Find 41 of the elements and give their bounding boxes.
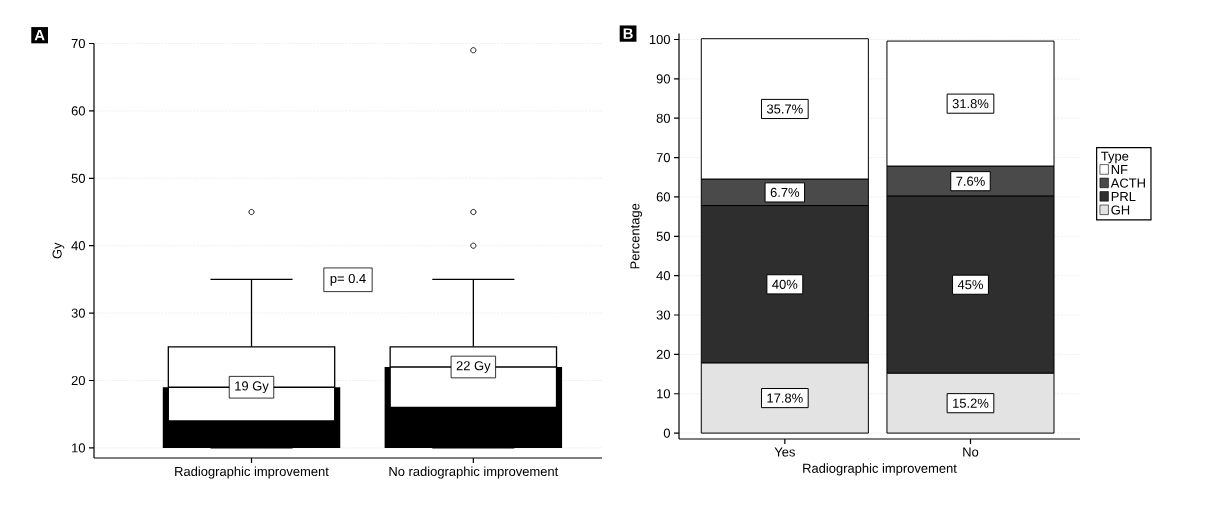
y-tick-label: 10 xyxy=(657,389,670,399)
legend-title: Type xyxy=(1101,151,1129,164)
y-tick-label: 50 xyxy=(71,173,85,183)
y-tick-label: 50 xyxy=(656,231,670,241)
y-tick-label: 70 xyxy=(71,38,85,49)
data-label: 17.8% xyxy=(767,393,803,403)
y-tick-label: 30 xyxy=(71,308,85,318)
y-tick-label: 0 xyxy=(663,428,671,438)
chart-title: B xyxy=(623,28,633,39)
data-label: 45% xyxy=(957,280,983,290)
y-tick-label: 80 xyxy=(656,113,670,123)
y-tick-label: 10 xyxy=(72,443,85,453)
x-tick-label: Yes xyxy=(774,447,795,457)
data-label: 15.2% xyxy=(953,398,989,408)
data-label: 35.7% xyxy=(766,104,803,114)
x-tick-label: No radiographic improvement xyxy=(389,466,559,479)
y-tick-label: 90 xyxy=(656,74,670,84)
data-label: 40% xyxy=(772,279,798,289)
x-tick-label: No xyxy=(963,447,979,457)
annotation: p= 0.4 xyxy=(330,273,366,286)
y-tick-label: 60 xyxy=(71,106,85,116)
y-tick-label: 30 xyxy=(656,310,670,320)
y-tick-label: 20 xyxy=(656,349,670,359)
y-axis-title: Percentage xyxy=(630,203,643,269)
legend-label: ACTH xyxy=(1110,178,1145,188)
data-label: 7.6% xyxy=(956,176,985,186)
y-axis-title: Gy xyxy=(52,242,65,259)
annotation: 22 Gy xyxy=(456,361,491,373)
annotation: 19 Gy xyxy=(235,381,269,394)
y-tick-label: 40 xyxy=(71,241,85,251)
y-tick-label: 70 xyxy=(656,152,670,163)
y-tick-label: 100 xyxy=(649,34,670,45)
data-label: 31.8% xyxy=(952,99,989,109)
legend-label: PRL xyxy=(1111,192,1136,201)
y-tick-label: 20 xyxy=(71,375,85,386)
legend-label: GH xyxy=(1111,205,1130,215)
legend-label: NF xyxy=(1111,165,1128,174)
chart-title: A xyxy=(34,30,45,41)
y-tick-label: 40 xyxy=(656,271,670,281)
data-label: 6.7% xyxy=(770,187,800,197)
y-tick-label: 60 xyxy=(656,192,670,202)
